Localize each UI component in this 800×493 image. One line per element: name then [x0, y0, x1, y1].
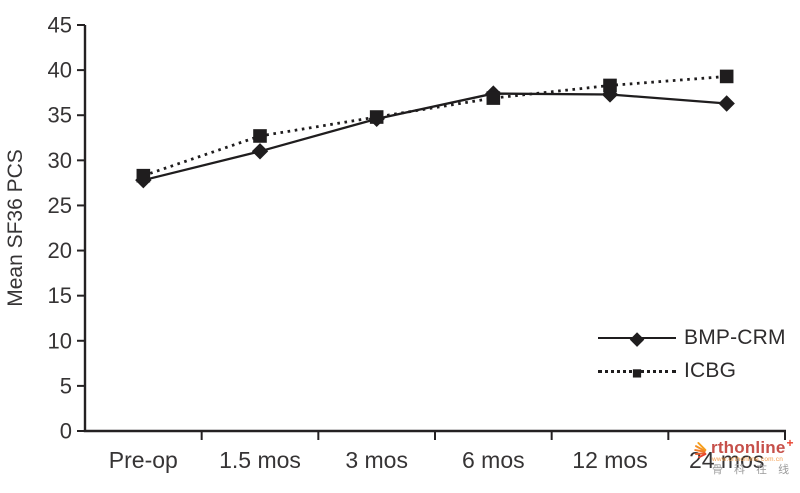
data-point-square	[369, 110, 384, 124]
x-category-label: 12 mos	[572, 447, 647, 473]
watermark-brand-row: rthonline+	[692, 437, 798, 458]
legend-label-bmp-crm: BMP-CRM	[684, 326, 786, 349]
legend-label-icbg: ICBG	[684, 359, 737, 382]
y-tick-label: 0	[60, 419, 72, 444]
legend-item-icbg: ■ ICBG	[598, 359, 786, 383]
watermark-chinese-text: 骨 科 在 线	[712, 463, 794, 476]
y-tick-label: 10	[48, 328, 72, 353]
data-point-diamond	[718, 95, 735, 112]
watermark-brand: rthonline	[711, 438, 786, 457]
y-tick-label: 30	[48, 148, 72, 173]
diamond-marker-icon: ◆	[629, 328, 645, 350]
legend: ◆ BMP-CRM ■ ICBG	[598, 326, 786, 383]
watermark: rthonline+ www.orthonline.com.cn 骨 科 在 线	[692, 437, 798, 476]
x-category-label: 1.5 mos	[219, 447, 301, 473]
legend-dotted-line: ■	[598, 364, 676, 381]
legend-solid-line: ◆	[598, 330, 676, 349]
x-category-label: Pre-op	[109, 447, 178, 473]
x-category-label: 6 mos	[462, 447, 525, 473]
series-line-bmp-crm	[143, 92, 727, 182]
data-point-square	[603, 78, 617, 93]
square-marker-icon: ■	[631, 363, 643, 382]
y-tick-label: 20	[48, 238, 72, 263]
orthonline-logo-icon	[694, 442, 707, 458]
data-point-square	[253, 129, 267, 143]
x-category-label: 3 mos	[345, 447, 408, 473]
y-tick-label: 25	[48, 193, 72, 218]
y-tick-label: 40	[48, 58, 72, 83]
data-point-square	[136, 168, 151, 183]
data-point-square	[719, 69, 734, 84]
y-tick-label: 35	[48, 103, 72, 128]
y-tick-label: 45	[48, 13, 72, 38]
watermark-plus-icon: +	[786, 436, 794, 450]
series-line-icbg	[142, 75, 727, 177]
legend-item-bmp-crm: ◆ BMP-CRM	[598, 326, 786, 350]
data-point-square	[486, 91, 501, 105]
y-tick-label: 5	[60, 373, 72, 398]
watermark-url: www.orthonline.com.cn	[712, 456, 784, 463]
y-axis-title: Mean SF36 PCS	[4, 149, 27, 307]
data-point-diamond	[251, 143, 269, 160]
y-tick-label: 15	[48, 283, 72, 308]
